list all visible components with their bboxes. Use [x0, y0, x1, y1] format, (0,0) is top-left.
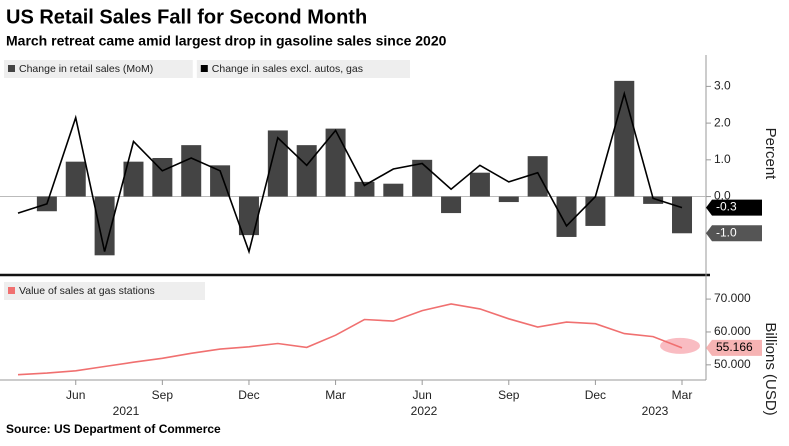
bar	[94, 196, 115, 256]
bar	[123, 161, 144, 197]
y-tick-label: 1.0	[714, 152, 731, 166]
y-tick-label: 50.000	[714, 357, 751, 371]
bar	[498, 196, 519, 203]
x-year-label: 2023	[642, 404, 669, 418]
bar	[210, 165, 231, 197]
axis-title: Percent	[762, 128, 779, 181]
bar	[65, 161, 86, 197]
x-tick-label: Sep	[152, 388, 174, 402]
bar	[412, 159, 433, 197]
x-year-label: 2021	[113, 404, 140, 418]
y-tick-label: 3.0	[714, 79, 731, 93]
bar	[614, 80, 635, 197]
highlight	[660, 337, 701, 354]
source: Source: US Department of Commerce	[6, 422, 221, 436]
x-tick-label: Jun	[413, 388, 432, 402]
value-tag	[706, 339, 762, 356]
bar	[469, 172, 490, 197]
value-tag	[706, 199, 762, 216]
value-label: -1.0	[716, 225, 737, 239]
bar	[556, 196, 577, 237]
legend-label: Change in sales excl. autos, gas	[212, 63, 363, 75]
bar	[325, 128, 346, 197]
bar	[267, 130, 288, 197]
value-tag	[706, 225, 762, 242]
x-tick-label: Dec	[238, 388, 259, 402]
bar	[383, 183, 404, 197]
legend-bg	[196, 60, 410, 78]
y-tick-label: 60.000	[714, 324, 751, 338]
chart-subtitle: March retreat came amid largest drop in …	[6, 33, 447, 49]
y-tick-label: 0.0	[714, 189, 731, 203]
bar	[238, 196, 259, 236]
value-label: 55.166	[716, 340, 753, 354]
chart-title: US Retail Sales Fall for Second Month	[6, 6, 367, 28]
bar	[441, 196, 462, 214]
bar	[672, 196, 693, 234]
x-tick-label: Jun	[66, 388, 85, 402]
x-tick-label: Dec	[585, 388, 606, 402]
bar	[585, 196, 606, 226]
x-year-label: 2022	[411, 404, 438, 418]
bar	[643, 196, 664, 204]
x-tick-label: Mar	[672, 388, 693, 402]
y-tick-label: 2.0	[714, 115, 731, 129]
value-label: -0.3	[716, 200, 737, 214]
line	[17, 303, 683, 376]
x-tick-label: Mar	[325, 388, 346, 402]
legend-label: Change in retail sales (MoM)	[19, 63, 153, 75]
bar	[296, 145, 317, 197]
bar	[152, 157, 173, 197]
legend-bg	[4, 60, 193, 78]
legend-swatch	[200, 65, 208, 72]
bar	[527, 156, 548, 197]
x-tick-label: Sep	[498, 388, 520, 402]
bar	[354, 181, 375, 197]
line	[17, 90, 683, 255]
legend-swatch	[8, 287, 15, 294]
legend-swatch	[8, 65, 15, 72]
y-tick-label: 70.000	[714, 291, 751, 305]
legend-label: Value of sales at gas stations	[19, 285, 155, 297]
bar	[181, 145, 202, 197]
axis-title: Billions (USD)	[762, 322, 779, 415]
legend-bg	[4, 282, 205, 300]
